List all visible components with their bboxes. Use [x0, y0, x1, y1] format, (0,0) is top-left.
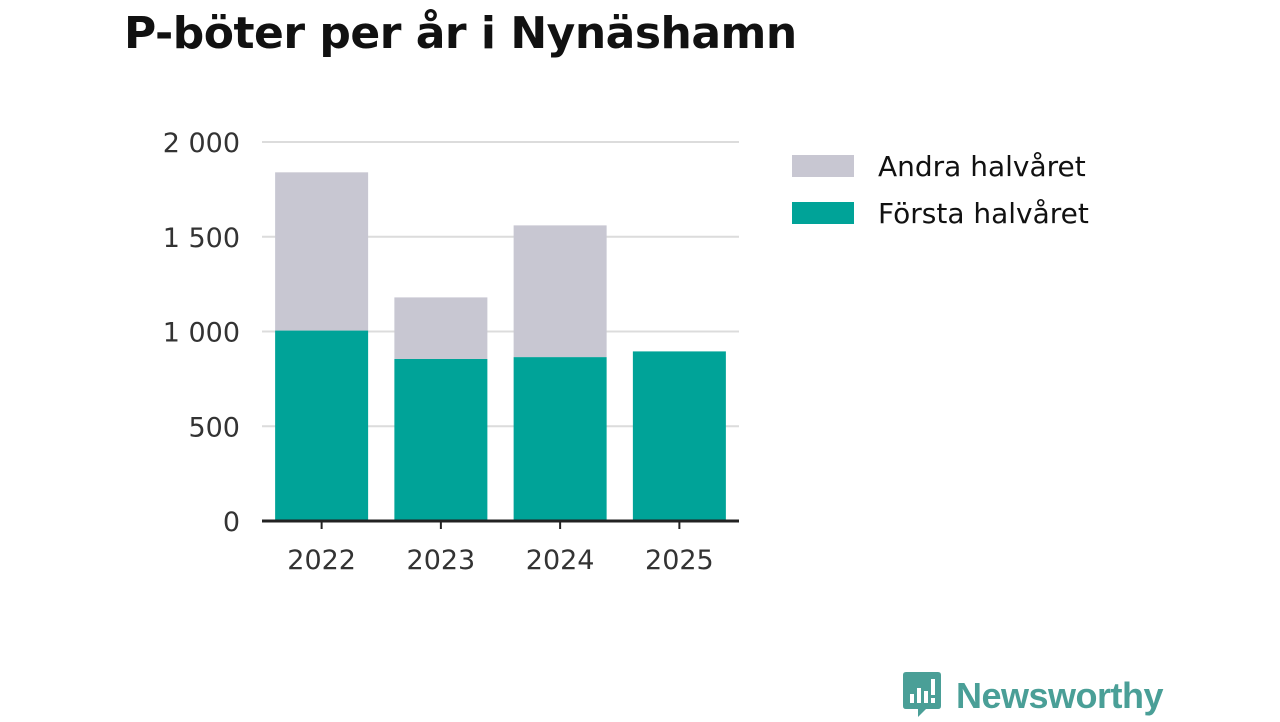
chart-title: P-böter per år i Nynäshamn: [124, 8, 797, 59]
x-tick-label: 2024: [526, 545, 595, 576]
y-tick-label: 1 000: [163, 318, 240, 349]
x-tick-label: 2022: [287, 545, 356, 576]
y-tick-label: 0: [223, 507, 240, 538]
legend: Andra halvåret Första halvåret: [792, 150, 1089, 230]
newsworthy-logo: Newsworthy: [902, 670, 1164, 722]
bar-segment: [394, 297, 488, 359]
y-tick-label: 1 500: [163, 223, 240, 254]
bar-segment: [275, 330, 369, 521]
bar-segment: [632, 351, 726, 521]
legend-label: Första halvåret: [878, 197, 1089, 230]
x-axis: [262, 519, 739, 529]
bars: [275, 172, 726, 521]
legend-swatch: [792, 202, 854, 224]
x-tick-label: 2025: [645, 545, 714, 576]
legend-label: Andra halvåret: [878, 150, 1086, 183]
x-tick-label: 2023: [407, 545, 476, 576]
bar-segment: [394, 358, 488, 521]
y-axis-tick-labels: 0 500 1 000 1 500 2 000: [163, 128, 240, 538]
bar-segment: [513, 357, 607, 521]
newsworthy-logo-icon: [902, 670, 942, 722]
newsworthy-wordmark: Newsworthy: [956, 675, 1164, 716]
legend-swatch: [792, 155, 854, 177]
y-tick-label: 500: [188, 412, 240, 443]
bar-segment: [275, 172, 369, 331]
x-axis-tick-labels: 2022 2023 2024 2025: [287, 545, 713, 576]
bar-segment: [513, 225, 607, 358]
y-tick-label: 2 000: [163, 128, 240, 159]
